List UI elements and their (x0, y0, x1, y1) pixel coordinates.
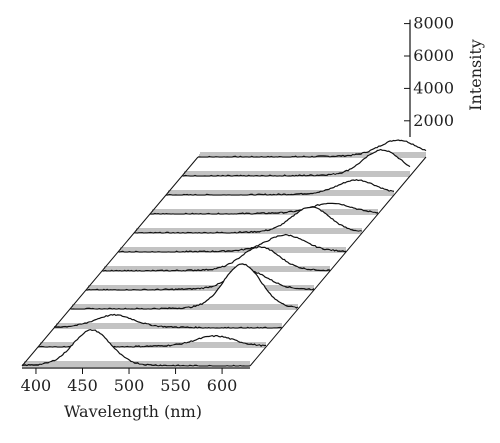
x-tick-label-550: 550 (160, 376, 191, 395)
depth-axis-left (21, 156, 199, 367)
spectrum-line-9 (150, 202, 379, 215)
spectrum-line-12 (197, 139, 427, 158)
spectrum-line-11 (181, 148, 411, 177)
spectrum-line-7 (117, 233, 347, 253)
spectrum-line-5 (86, 270, 315, 291)
x-tick-label-600: 600 (207, 376, 238, 395)
spectrum-line-1 (21, 328, 251, 367)
spectrum-fill-7 (118, 234, 346, 252)
spectrum-fill-4 (70, 263, 298, 309)
axes: 400 450 500 550 600 2000 4000 6000 8000 (21, 14, 454, 395)
spectrum-fill-5 (86, 270, 314, 290)
x-tick-label-450: 450 (67, 376, 98, 395)
z-tick-label-4000: 4000 (413, 78, 454, 97)
spectra-series (21, 139, 427, 367)
spectrum-fill-8 (134, 207, 362, 233)
spectrum-line-10 (166, 179, 395, 196)
spectrum-fill-1 (22, 329, 250, 366)
spectrum-line-8 (134, 206, 363, 234)
x-tick-label-400: 400 (21, 376, 52, 395)
z-tick-label-2000: 2000 (413, 111, 454, 130)
z-axis-title: Intensity (466, 39, 485, 111)
spectrum-fill-2 (38, 335, 266, 347)
x-tick-label-500: 500 (114, 376, 145, 395)
spectrum-line-6 (101, 246, 331, 272)
spectrum-line-3 (53, 313, 283, 329)
z-tick-label-8000: 8000 (413, 14, 454, 33)
x-axis-title: Wavelength (nm) (64, 402, 202, 421)
depth-axis-right (249, 156, 427, 367)
spectrum-line-4 (69, 263, 299, 310)
z-tick-label-6000: 6000 (413, 46, 454, 65)
spectrum-fill-11 (182, 149, 410, 176)
spectrum-fill-6 (102, 246, 330, 271)
spectrum-fill-3 (54, 314, 282, 328)
